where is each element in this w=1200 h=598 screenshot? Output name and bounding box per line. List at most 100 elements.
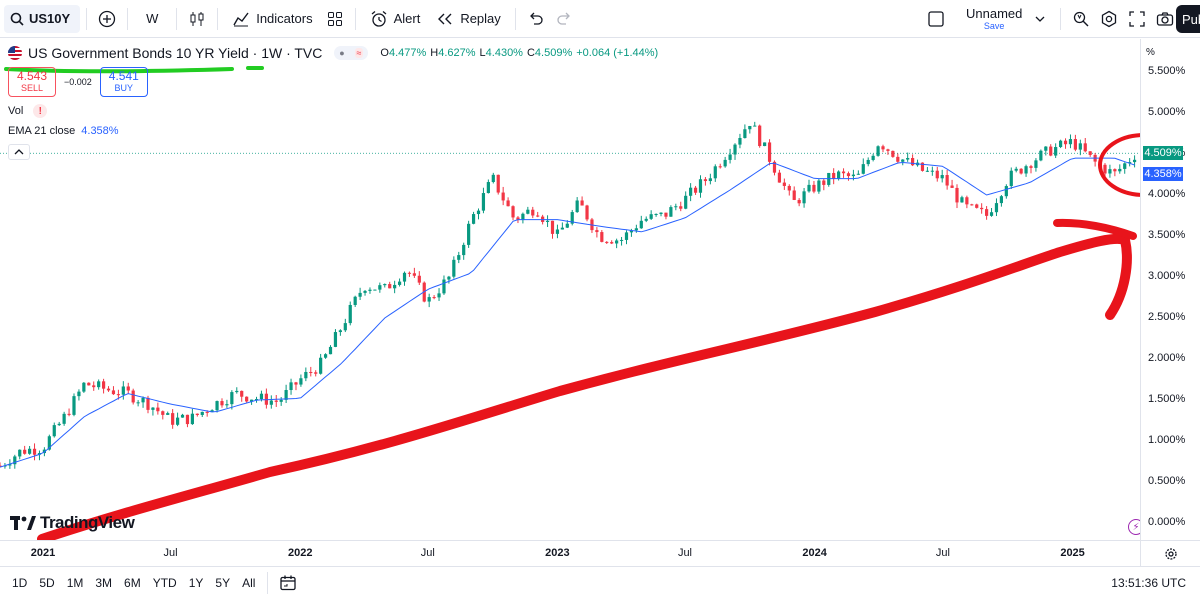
price-chart[interactable] (0, 39, 1140, 540)
candle-body (13, 456, 17, 465)
timeframe-button[interactable]: YTD (152, 575, 177, 590)
candle-body (940, 175, 944, 179)
candle-body (353, 296, 357, 305)
chart-pane[interactable]: US Government Bonds 10 YR Yield · 1W · T… (0, 39, 1140, 540)
timeframe-button[interactable]: 5Y (215, 575, 231, 590)
timeframe-button[interactable]: All (242, 575, 256, 590)
timeframe-button[interactable]: 1Y (188, 575, 204, 590)
candle-body (467, 223, 471, 245)
candle-body (195, 413, 199, 415)
candle-body (279, 399, 283, 402)
candle-body (906, 157, 910, 160)
symbol-label: US10Y (29, 11, 71, 26)
candle-body (634, 228, 638, 231)
ohlc-item: L4.430% (480, 47, 523, 59)
candle-body (136, 402, 140, 404)
candle-body (1103, 164, 1107, 174)
candle-body (1123, 163, 1127, 169)
candle-body (304, 371, 308, 379)
timeframe-button[interactable]: 6M (124, 575, 141, 590)
fullscreen-icon (1129, 11, 1146, 27)
tradingview-logo[interactable]: TradingView (10, 513, 135, 533)
candle-body (47, 436, 51, 450)
sell-button[interactable]: 4.543 SELL (8, 67, 56, 97)
interval-button[interactable]: W (134, 5, 170, 33)
ohlc-value: 4.627% (438, 47, 476, 59)
candle-body (333, 332, 338, 347)
clock-display[interactable]: 13:51:36 UTC (1111, 575, 1186, 590)
redo-button[interactable] (550, 5, 578, 33)
candle-body (328, 346, 333, 355)
candle-body (57, 423, 61, 426)
timeframe-button[interactable]: 1D (12, 575, 28, 590)
candle-body (595, 230, 599, 233)
candle-body (373, 289, 377, 291)
candle-body (166, 413, 170, 415)
candle-body (407, 272, 412, 274)
layout-name-button[interactable]: Unnamed Save (966, 7, 1022, 31)
publish-button[interactable]: Pub (1176, 5, 1200, 33)
scale-unit-label[interactable]: % (1146, 47, 1155, 58)
buy-label: BUY (114, 82, 134, 93)
candle-body (67, 413, 71, 415)
buy-button[interactable]: 4.541 BUY (99, 67, 148, 97)
compare-symbol-button[interactable] (93, 5, 121, 33)
candle-body (462, 244, 466, 256)
layouts-button[interactable] (321, 5, 349, 33)
collapse-legend-button[interactable] (8, 144, 30, 160)
candle-body (965, 197, 969, 205)
alert-label: Alert (393, 11, 421, 26)
fullscreen-button[interactable] (1123, 5, 1151, 33)
candle-body (87, 382, 91, 386)
undo-button[interactable] (522, 5, 550, 33)
candle-body (605, 241, 609, 243)
ema-price-tag: 4.358% (1143, 166, 1183, 181)
price-scale[interactable]: % 5.500%5.000%4.500%4.000%3.500%3.000%2.… (1140, 39, 1200, 540)
candle-body (175, 417, 180, 425)
axis-settings-button[interactable] (1140, 540, 1200, 566)
date-range-button[interactable] (274, 569, 302, 597)
price-tick-label: 1.500% (1148, 393, 1186, 405)
candle-body (644, 218, 648, 221)
quick-search-button[interactable] (1067, 5, 1095, 33)
symbol-search-button[interactable]: US10Y (4, 4, 81, 33)
candle-body (1083, 143, 1087, 152)
indicators-button[interactable]: Indicators (224, 5, 320, 33)
candle-body (925, 170, 930, 172)
timeframe-button[interactable]: 5D (39, 575, 55, 590)
candle-body (111, 390, 116, 395)
timeframe-button[interactable]: 3M (95, 575, 113, 590)
timeframe-button[interactable]: 1M (66, 575, 84, 590)
candle-body (802, 191, 806, 204)
candle-body (259, 393, 264, 399)
candle-body (708, 178, 712, 182)
candle-body (841, 171, 846, 174)
layout-menu-button[interactable] (1026, 5, 1054, 33)
candle-body (664, 212, 668, 217)
settings-button[interactable] (1095, 5, 1123, 33)
candle-body (797, 199, 801, 204)
visibility-toggle[interactable]: ● ≈ (334, 46, 369, 60)
replay-button[interactable]: Replay (428, 5, 508, 33)
sell-label: SELL (20, 82, 44, 93)
price-tick-label: 3.000% (1148, 270, 1186, 282)
layout-checkbox[interactable] (922, 5, 950, 33)
chart-type-button[interactable] (183, 5, 211, 33)
time-axis[interactable]: 2021 Jul 2022 Jul 2023 Jul 2024 Jul 2025 (0, 540, 1140, 566)
candle-body (960, 197, 964, 203)
candle-body (1039, 150, 1043, 161)
candle-body (516, 217, 520, 221)
candle-body (106, 388, 111, 391)
alert-button[interactable]: Alert (362, 5, 429, 33)
ema-label[interactable]: EMA 21 close (8, 125, 76, 137)
volume-label[interactable]: Vol (8, 105, 24, 117)
candle-body (698, 179, 703, 193)
chevron-down-icon (1035, 16, 1045, 22)
lightning-icon[interactable]: ⚡ (1128, 519, 1140, 535)
candle-body (767, 142, 772, 162)
series-title[interactable]: US Government Bonds 10 YR Yield · 1W · T… (28, 45, 323, 61)
interval-label: W (146, 11, 159, 26)
candle-body (994, 203, 999, 213)
snapshot-button[interactable] (1151, 5, 1179, 33)
warning-icon[interactable]: ! (33, 104, 48, 118)
